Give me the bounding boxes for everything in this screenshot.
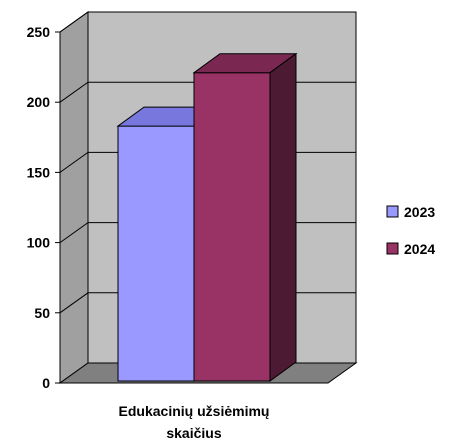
side-wall [59,11,89,384]
y-tick-label: 150 [27,164,51,180]
legend-swatch-2023 [386,205,399,218]
y-tick-label: 200 [27,94,51,110]
category-label: Edukacinių užsiėmimų [119,403,270,419]
legend-swatch-2024 [386,242,399,255]
category-label: skaičius [166,425,221,441]
y-tick-label: 100 [27,235,51,251]
y-tick-label: 50 [34,305,50,321]
legend: 2023 2024 [386,204,435,257]
y-tick-label: 0 [42,375,50,391]
bars [116,52,298,382]
gridline [59,11,356,33]
bar-2024-front [193,72,271,382]
legend-label-2023: 2023 [404,204,435,220]
x-axis-labels: Edukacinių užsiėmimų skaičius [119,403,270,441]
bar-2024-side [269,52,297,382]
y-tick-label: 250 [27,24,51,40]
y-axis: 0 50 100 150 200 250 [27,24,61,391]
legend-label-2024: 2024 [404,241,435,257]
bar-2023-front [117,125,195,382]
